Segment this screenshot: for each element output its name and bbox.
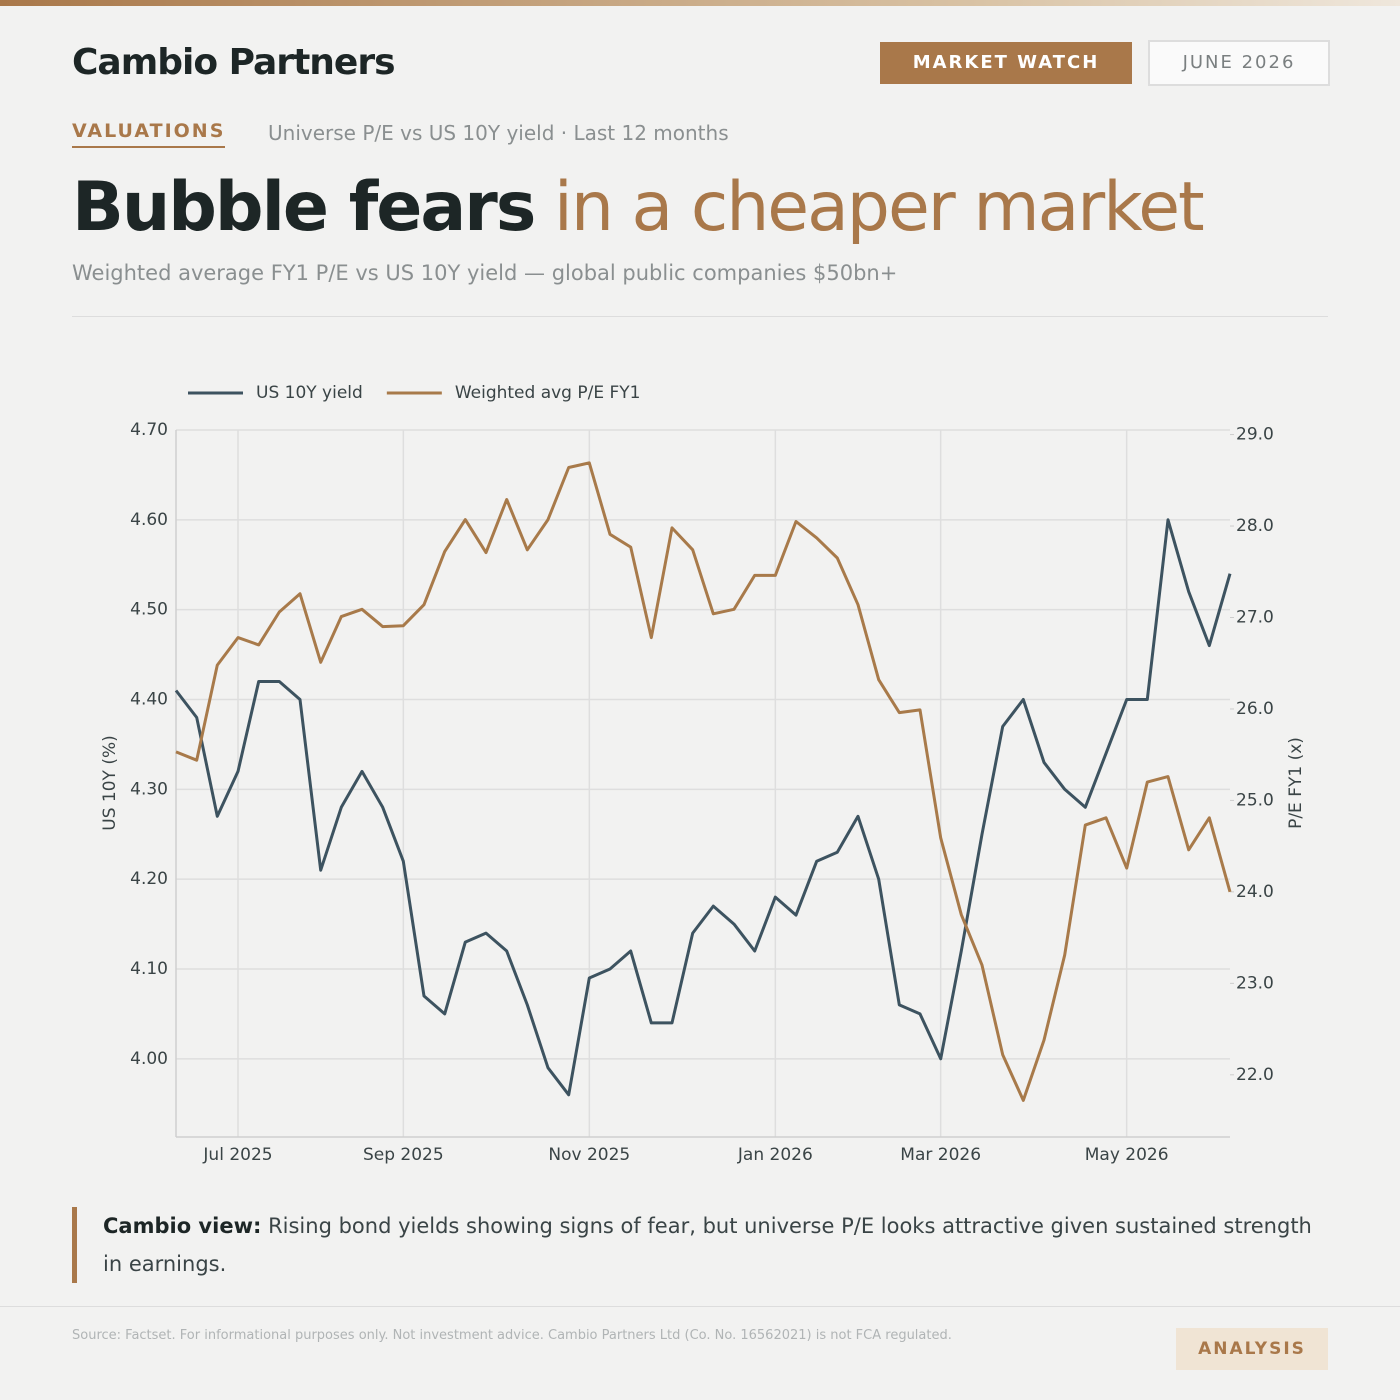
- series-line: [175, 461, 1232, 1102]
- x-tick-label: Nov 2025: [548, 1145, 630, 1165]
- y-tick-label: 4.60: [130, 510, 168, 530]
- headline: Bubble fears in a cheaper market: [72, 168, 1205, 247]
- y2-tick-label: 23.0: [1236, 973, 1274, 993]
- y-tick-label: 4.30: [130, 779, 168, 799]
- divider: [0, 1306, 1400, 1307]
- chart: 4.00 4.10 4.20 4.30 4.40 4.50 4.60 4.70 22.0 23.0…: [100, 383, 1306, 1165]
- y-tick-label: 4.20: [130, 869, 168, 889]
- source: Source: Factset. For informational purpo…: [72, 1328, 952, 1343]
- legend-label: Weighted avg P/E FY1: [455, 383, 641, 403]
- legend-label: US 10Y yield: [256, 383, 363, 403]
- x-tick-label: Mar 2026: [900, 1145, 981, 1165]
- section-note: Universe P/E vs US 10Y yield · Last 12 m…: [268, 121, 729, 145]
- divider: [72, 316, 1328, 317]
- y-axis-title: US 10Y (%): [100, 735, 120, 830]
- badge: MARKET WATCH: [880, 42, 1132, 84]
- tag: ANALYSIS: [1176, 1328, 1328, 1370]
- top-bar: [0, 0, 1400, 6]
- y2-tick-label: 26.0: [1236, 699, 1274, 719]
- y2-axis-title: P/E FY1 (x): [1286, 737, 1306, 829]
- x-tick-label: Jul 2025: [202, 1145, 272, 1165]
- y-tick-label: 4.40: [130, 690, 168, 710]
- note-lead: Cambio view:: [103, 1214, 262, 1238]
- y2-tick-label: 29.0: [1236, 425, 1274, 445]
- x-tick-label: Jan 2026: [737, 1145, 813, 1165]
- y2-tick-label: 22.0: [1236, 1065, 1274, 1085]
- note-text: Rising bond yields showing signs of fear…: [103, 1214, 1312, 1276]
- section-label: VALUATIONS: [72, 120, 226, 148]
- series-line: [174, 518, 1232, 1097]
- y2-tick-label: 28.0: [1236, 516, 1274, 536]
- y2-tick-label: 27.0: [1236, 607, 1274, 627]
- y-tick-label: 4.10: [130, 959, 168, 979]
- x-tick-label: Sep 2025: [363, 1145, 444, 1165]
- y-tick-label: 4.50: [130, 600, 168, 620]
- brand: Cambio Partners: [72, 42, 395, 83]
- note: Cambio view: Rising bond yields showing …: [72, 1207, 1333, 1283]
- subtitle: Weighted average FY1 P/E vs US 10Y yield…: [72, 261, 898, 285]
- y-tick-label: 4.00: [130, 1049, 168, 1069]
- headline-bold: Bubble fears: [72, 168, 536, 247]
- y-tick-label: 4.70: [130, 420, 168, 440]
- y2-tick-label: 24.0: [1236, 882, 1274, 902]
- y2-tick-label: 25.0: [1236, 790, 1274, 810]
- headline-light: in a cheaper market: [553, 168, 1205, 247]
- date: JUNE 2026: [1148, 40, 1330, 86]
- x-tick-label: May 2026: [1085, 1145, 1169, 1165]
